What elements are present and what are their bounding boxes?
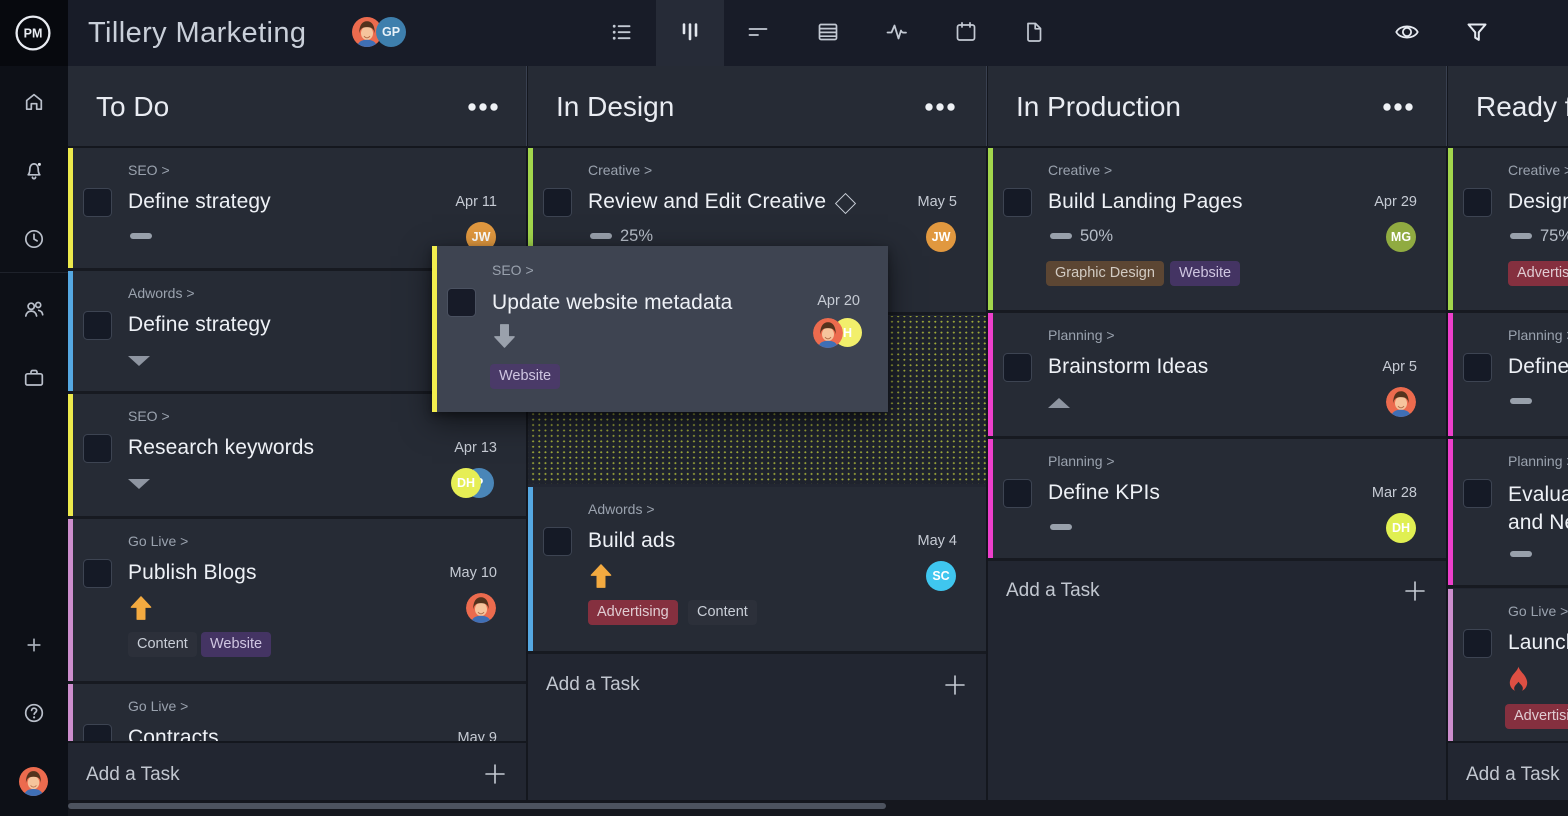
svg-text:PM: PM [24, 27, 43, 41]
